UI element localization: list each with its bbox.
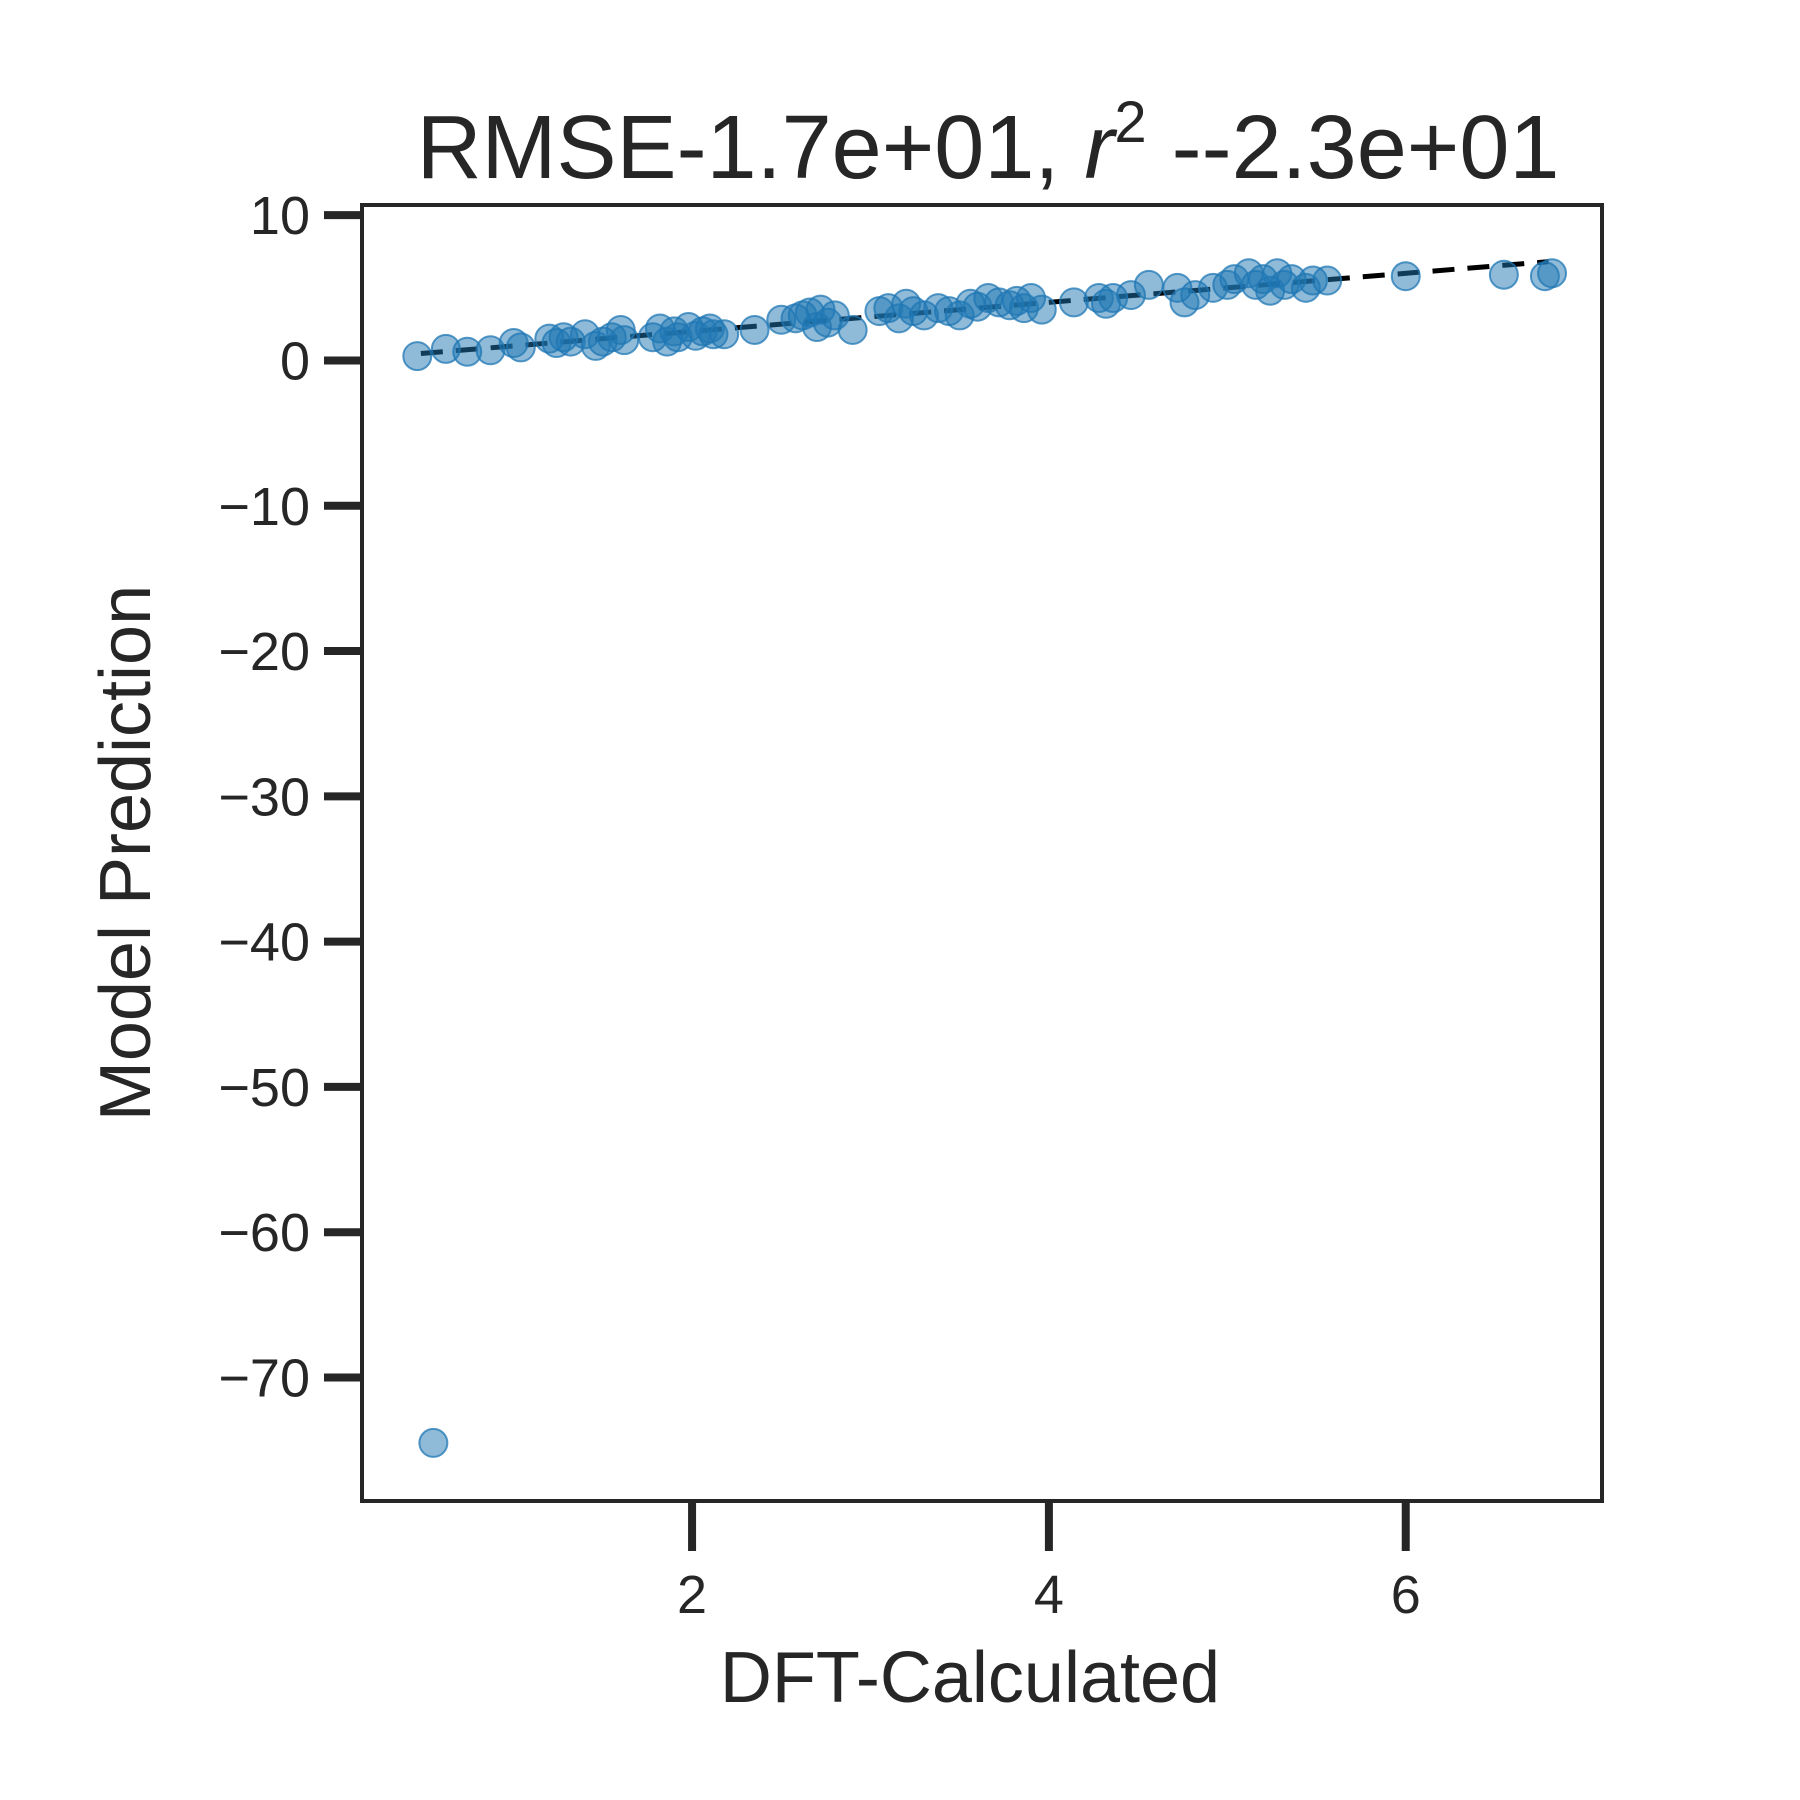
scatter-point	[418, 1427, 449, 1458]
scatter-point	[709, 319, 740, 350]
scatter-point	[1537, 258, 1568, 289]
scatter-point	[1058, 287, 1089, 318]
x-tick-label: 6	[1391, 1565, 1421, 1625]
y-tick-label: −20	[218, 622, 310, 682]
x-tick-label: 2	[677, 1565, 707, 1625]
y-tick-label: −50	[218, 1058, 310, 1118]
plot-frame	[360, 203, 1604, 1503]
y-axis-ticks: 10 0 −10 −20 −30 −40 −50 −60 −70	[218, 186, 362, 1409]
scatter-point	[609, 325, 640, 356]
scatter-point	[739, 314, 770, 345]
data-points	[402, 258, 1568, 1458]
y-tick-label: 10	[250, 186, 310, 246]
y-axis-label: Model Prediction	[86, 585, 166, 1121]
y-tick-label: −30	[218, 767, 310, 827]
scatter-point	[1026, 294, 1057, 325]
chart-title: RMSE-1.7e+01, r2 --2.3e+01	[417, 90, 1560, 198]
scatter-point	[1312, 265, 1343, 296]
scatter-point	[1390, 261, 1421, 292]
title-suffix: --2.3e+01	[1147, 98, 1560, 198]
x-axis-ticks: 2 4 6	[677, 1501, 1421, 1625]
x-tick-label: 4	[1034, 1565, 1064, 1625]
y-tick-label: 0	[280, 331, 310, 391]
y-tick-label: −70	[218, 1349, 310, 1409]
title-r-symbol: r	[1084, 98, 1117, 198]
scatter-point	[837, 314, 868, 345]
y-tick-label: −10	[218, 477, 310, 537]
scatter-point	[1488, 259, 1519, 290]
scatter-point	[505, 332, 536, 363]
title-prefix: RMSE-1.7e+01,	[417, 98, 1085, 198]
y-tick-label: −40	[218, 913, 310, 973]
scatter-point	[402, 341, 433, 372]
y-tick-label: −60	[218, 1203, 310, 1263]
scatter-point	[1133, 269, 1164, 300]
x-axis-label: DFT-Calculated	[720, 1638, 1220, 1718]
title-r-exponent: 2	[1114, 90, 1146, 155]
